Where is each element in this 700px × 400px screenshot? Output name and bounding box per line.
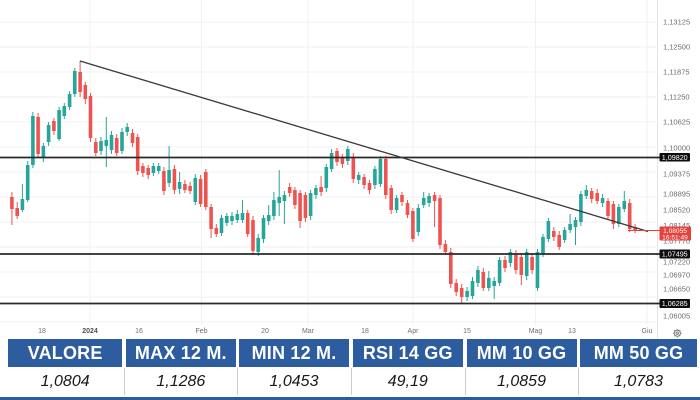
svg-text:18: 18: [361, 328, 369, 335]
svg-text:2024: 2024: [82, 328, 98, 335]
svg-text:1,07220: 1,07220: [663, 258, 690, 267]
svg-text:1,12500: 1,12500: [663, 43, 690, 52]
svg-text:1,06970: 1,06970: [663, 271, 690, 280]
svg-text:Feb: Feb: [195, 328, 207, 335]
svg-text:1,08145: 1,08145: [663, 221, 690, 230]
svg-text:1,08520: 1,08520: [663, 206, 690, 215]
svg-text:1,10625: 1,10625: [663, 118, 690, 127]
svg-text:Giu: Giu: [642, 328, 653, 335]
svg-text:Mar: Mar: [302, 328, 315, 335]
svg-text:1,13125: 1,13125: [663, 18, 690, 27]
svg-text:1,07495: 1,07495: [662, 250, 688, 259]
svg-text:13: 13: [568, 328, 576, 335]
svg-text:1,06650: 1,06650: [663, 285, 690, 294]
svg-text:1,08895: 1,08895: [663, 190, 690, 199]
svg-text:15: 15: [463, 328, 471, 335]
svg-text:20: 20: [261, 328, 269, 335]
svg-text:1,11250: 1,11250: [663, 93, 690, 102]
svg-text:1,06285: 1,06285: [662, 299, 688, 308]
svg-text:16:51:49: 16:51:49: [662, 235, 688, 242]
svg-text:1,07770: 1,07770: [663, 237, 690, 246]
svg-text:1,09820: 1,09820: [662, 153, 688, 162]
svg-text:1,10000: 1,10000: [663, 144, 690, 153]
svg-text:1,08055: 1,08055: [663, 228, 687, 235]
svg-text:18: 18: [38, 328, 46, 335]
svg-text:1,06005: 1,06005: [663, 312, 690, 321]
svg-text:1,11875: 1,11875: [663, 68, 690, 77]
svg-text:Mag: Mag: [529, 328, 543, 335]
svg-text:16: 16: [135, 328, 143, 335]
svg-text:1,09375: 1,09375: [663, 170, 690, 179]
svg-text:Apr: Apr: [408, 328, 420, 335]
